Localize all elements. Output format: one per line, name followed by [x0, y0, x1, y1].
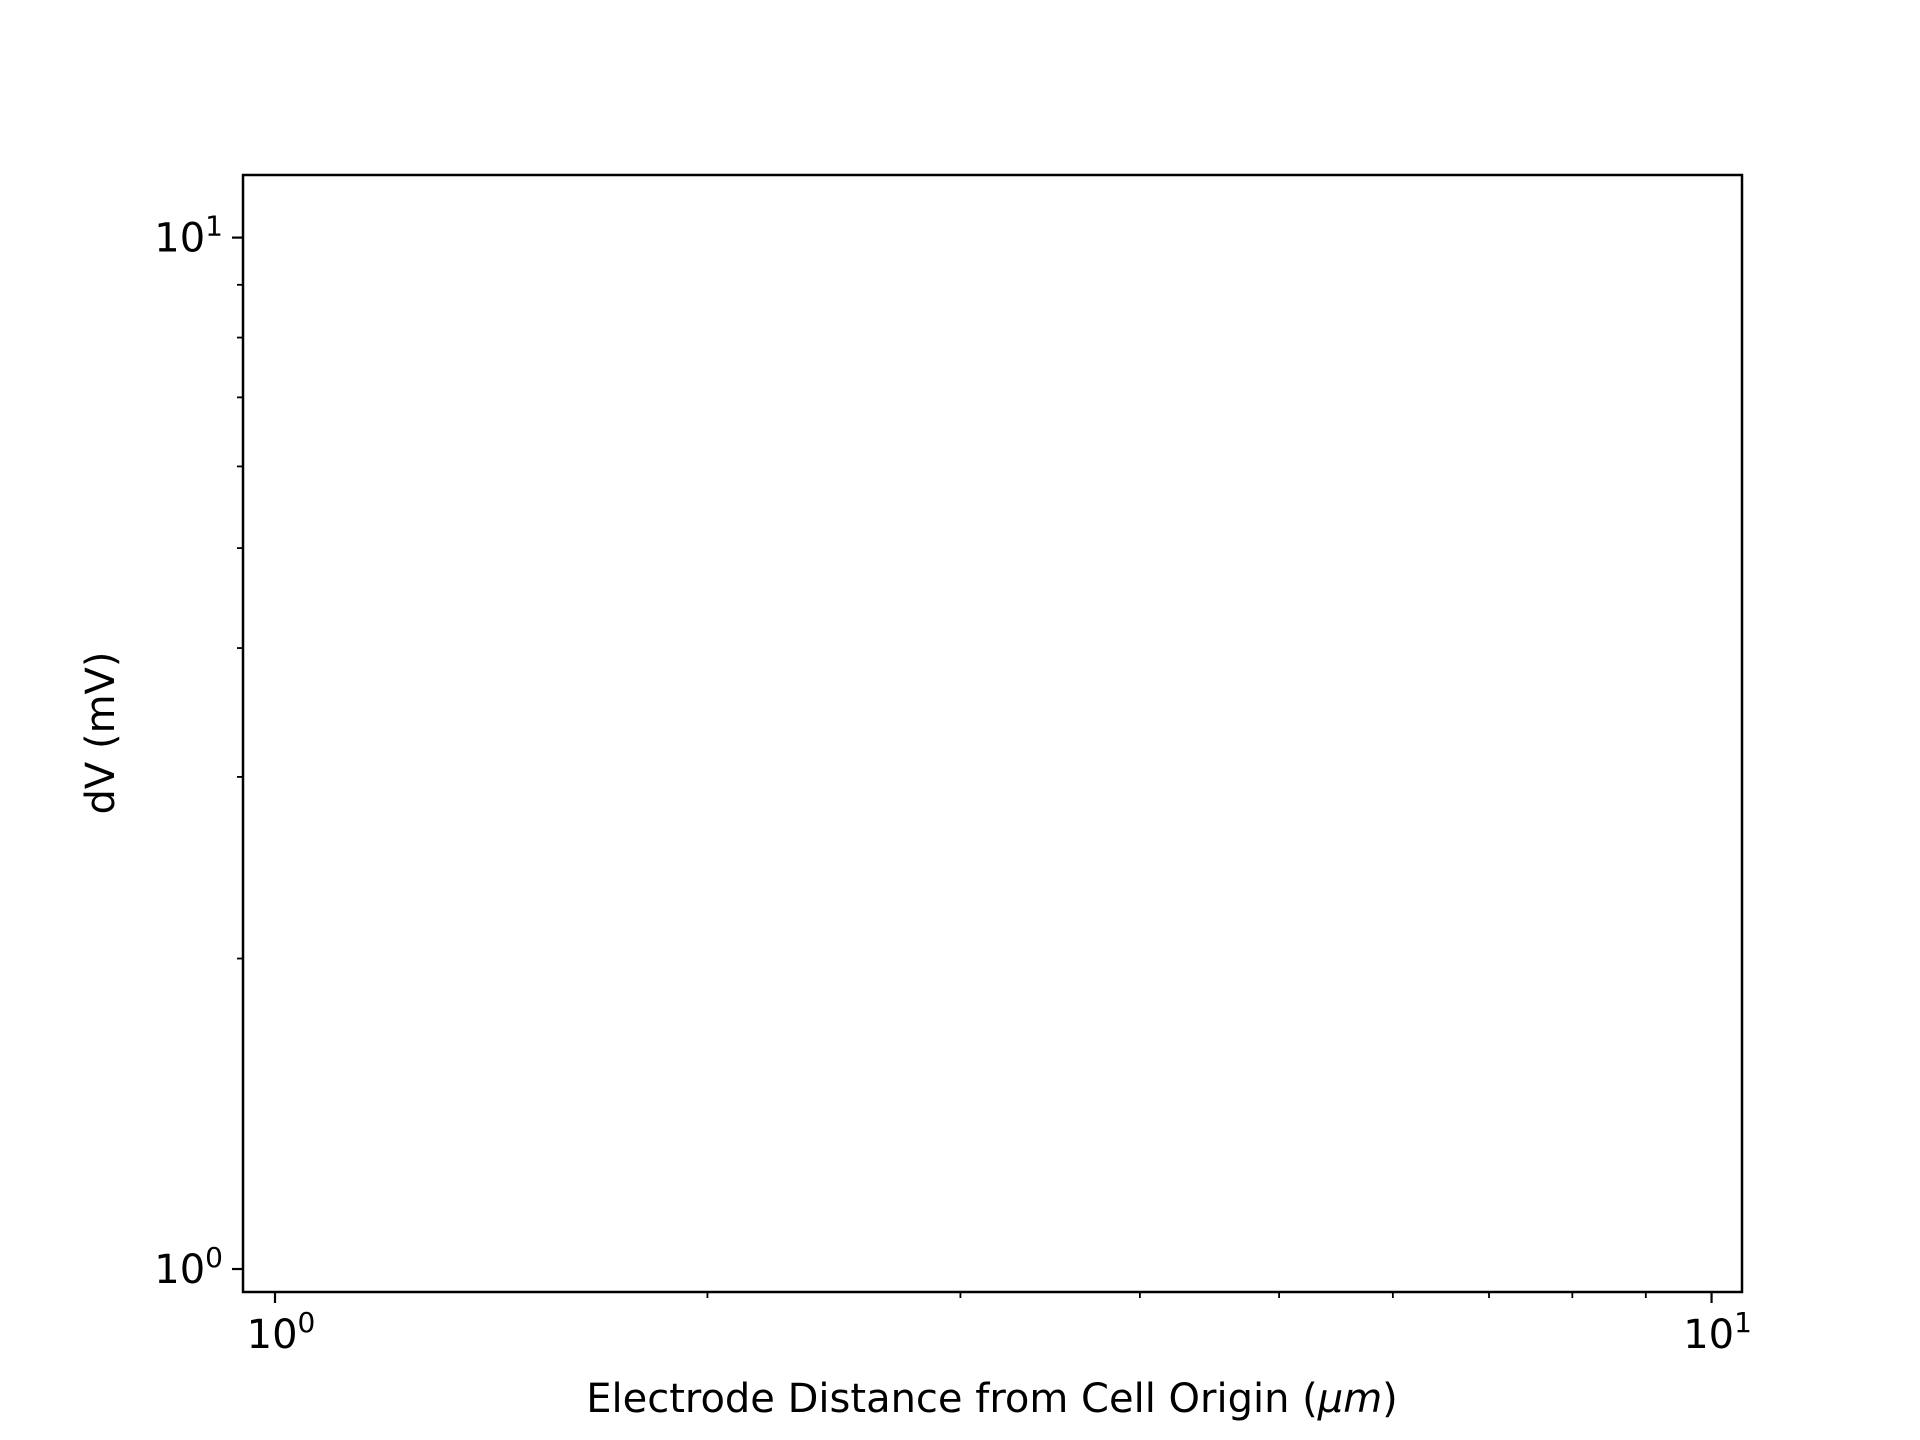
y-tick-label: 100 [154, 1241, 223, 1293]
x-tick-base: 10 [247, 1312, 298, 1358]
axes-frame [241, 173, 1744, 1294]
y-tick-base: 10 [154, 216, 205, 262]
y-tick-label: 101 [154, 210, 223, 262]
x-tick-exponent: 1 [1734, 1306, 1752, 1339]
x-axis-label-prefix: Electrode Distance from Cell Origin ( [586, 1376, 1318, 1422]
x-major-ticks: 100 101 [247, 1292, 1752, 1358]
x-tick-base: 10 [1683, 1312, 1734, 1358]
y-tick-base: 10 [154, 1247, 205, 1293]
y-tick-exponent: 1 [205, 210, 223, 243]
x-axis-label-unit: μm [1317, 1376, 1382, 1422]
y-axis-label: dV (mV) [78, 651, 124, 814]
y-tick-exponent: 0 [205, 1241, 223, 1274]
x-tick-label: 100 [247, 1306, 316, 1358]
x-tick-exponent: 0 [298, 1306, 316, 1339]
plot-area [243, 175, 1742, 1292]
x-axis-label-suffix: ) [1382, 1376, 1398, 1422]
x-axis-label: Electrode Distance from Cell Origin (μm) [586, 1376, 1398, 1422]
x-tick-label: 101 [1683, 1306, 1752, 1358]
